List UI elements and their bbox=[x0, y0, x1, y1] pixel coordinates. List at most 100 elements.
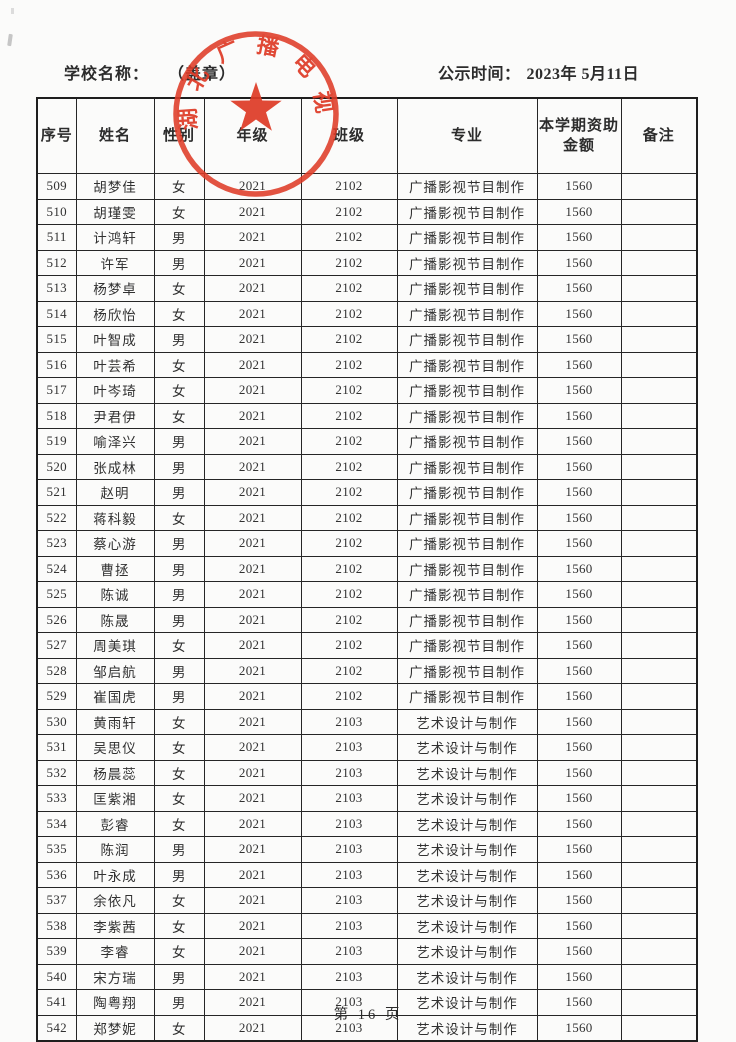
cell-amount: 1560 bbox=[536, 657, 622, 684]
cell-remark bbox=[620, 402, 698, 429]
cell-remark bbox=[620, 581, 698, 608]
cell-remark bbox=[620, 300, 698, 327]
cell-class: 2102 bbox=[300, 504, 398, 531]
cell-gender: 女 bbox=[153, 938, 205, 965]
cell-class: 2102 bbox=[300, 657, 398, 684]
cell-remark bbox=[620, 377, 698, 404]
cell-name: 叶永成 bbox=[75, 861, 155, 888]
cell-major: 广播影视节目制作 bbox=[396, 402, 538, 429]
cell-major: 艺术设计与制作 bbox=[396, 734, 538, 761]
table-row: 526 陈晟 男 2021 2102 广播影视节目制作 1560 bbox=[36, 606, 698, 633]
cell-name: 叶芸希 bbox=[75, 351, 155, 378]
cell-remark bbox=[620, 453, 698, 480]
cell-serial: 515 bbox=[36, 326, 77, 353]
cell-amount: 1560 bbox=[536, 198, 622, 225]
table-row: 514 杨欣怡 女 2021 2102 广播影视节目制作 1560 bbox=[36, 300, 698, 327]
cell-amount: 1560 bbox=[536, 606, 622, 633]
cell-gender: 男 bbox=[153, 683, 205, 710]
cell-name: 尹君伊 bbox=[75, 402, 155, 429]
cell-remark bbox=[620, 479, 698, 506]
cell-grade: 2021 bbox=[203, 377, 302, 404]
cell-remark bbox=[620, 198, 698, 225]
cell-name: 张成林 bbox=[75, 453, 155, 480]
column-header-gender: 性别 bbox=[153, 97, 205, 174]
cell-serial: 522 bbox=[36, 504, 77, 531]
cell-grade: 2021 bbox=[203, 785, 302, 812]
cell-class: 2103 bbox=[300, 734, 398, 761]
cell-major: 广播影视节目制作 bbox=[396, 530, 538, 557]
cell-serial: 541 bbox=[36, 989, 77, 1016]
stamp-note: （盖章） bbox=[168, 66, 237, 83]
cell-serial: 509 bbox=[36, 173, 77, 200]
cell-name: 胡瑾雯 bbox=[75, 198, 155, 225]
cell-name: 彭睿 bbox=[75, 810, 155, 837]
cell-class: 2103 bbox=[300, 785, 398, 812]
cell-class: 2102 bbox=[300, 402, 398, 429]
cell-major: 广播影视节目制作 bbox=[396, 198, 538, 225]
cell-class: 2103 bbox=[300, 938, 398, 965]
cell-remark bbox=[620, 1014, 698, 1042]
cell-name: 李紫茜 bbox=[75, 912, 155, 939]
cell-class: 2103 bbox=[300, 887, 398, 914]
cell-class: 2103 bbox=[300, 861, 398, 888]
cell-grade: 2021 bbox=[203, 938, 302, 965]
table-row: 511 计鸿轩 男 2021 2102 广播影视节目制作 1560 bbox=[36, 224, 698, 251]
cell-serial: 533 bbox=[36, 785, 77, 812]
cell-remark bbox=[620, 326, 698, 353]
cell-serial: 510 bbox=[36, 198, 77, 225]
cell-gender: 女 bbox=[153, 632, 205, 659]
cell-gender: 女 bbox=[153, 785, 205, 812]
table-row: 513 杨梦卓 女 2021 2102 广播影视节目制作 1560 bbox=[36, 275, 698, 302]
cell-gender: 女 bbox=[153, 402, 205, 429]
cell-major: 广播影视节目制作 bbox=[396, 326, 538, 353]
table-row: 523 蔡心游 男 2021 2102 广播影视节目制作 1560 bbox=[36, 530, 698, 557]
cell-serial: 524 bbox=[36, 555, 77, 582]
publish-date: 2023年 5月11日 bbox=[526, 66, 640, 83]
table-row: 515 叶智成 男 2021 2102 广播影视节目制作 1560 bbox=[36, 326, 698, 353]
cell-serial: 523 bbox=[36, 530, 77, 557]
cell-serial: 538 bbox=[36, 912, 77, 939]
table-row: 539 李睿 女 2021 2103 艺术设计与制作 1560 bbox=[36, 938, 698, 965]
cell-name: 黄雨轩 bbox=[75, 708, 155, 735]
cell-name: 郑梦妮 bbox=[75, 1014, 155, 1042]
cell-amount: 1560 bbox=[536, 249, 622, 276]
cell-grade: 2021 bbox=[203, 708, 302, 735]
cell-gender: 女 bbox=[153, 810, 205, 837]
cell-major: 广播影视节目制作 bbox=[396, 428, 538, 455]
cell-major: 广播影视节目制作 bbox=[396, 249, 538, 276]
cell-gender: 女 bbox=[153, 708, 205, 735]
cell-remark bbox=[620, 887, 698, 914]
cell-class: 2103 bbox=[300, 963, 398, 990]
publish-caption: 公示时间： bbox=[438, 66, 521, 83]
cell-class: 2102 bbox=[300, 555, 398, 582]
cell-remark bbox=[620, 836, 698, 863]
cell-gender: 男 bbox=[153, 963, 205, 990]
table-row: 517 叶岑琦 女 2021 2102 广播影视节目制作 1560 bbox=[36, 377, 698, 404]
cell-remark bbox=[620, 275, 698, 302]
cell-serial: 535 bbox=[36, 836, 77, 863]
cell-gender: 女 bbox=[153, 759, 205, 786]
cell-amount: 1560 bbox=[536, 683, 622, 710]
table-row: 540 宋方瑞 男 2021 2103 艺术设计与制作 1560 bbox=[36, 963, 698, 990]
cell-remark bbox=[620, 683, 698, 710]
cell-remark bbox=[620, 785, 698, 812]
cell-remark bbox=[620, 759, 698, 786]
cell-class: 2102 bbox=[300, 173, 398, 200]
cell-major: 广播影视节目制作 bbox=[396, 657, 538, 684]
cell-grade: 2021 bbox=[203, 734, 302, 761]
cell-name: 胡梦佳 bbox=[75, 173, 155, 200]
cell-name: 许军 bbox=[75, 249, 155, 276]
cell-class: 2102 bbox=[300, 479, 398, 506]
cell-name: 计鸿轩 bbox=[75, 224, 155, 251]
cell-remark bbox=[620, 963, 698, 990]
cell-amount: 1560 bbox=[536, 963, 622, 990]
cell-major: 广播影视节目制作 bbox=[396, 581, 538, 608]
cell-serial: 521 bbox=[36, 479, 77, 506]
cell-gender: 男 bbox=[153, 249, 205, 276]
table-row: 518 尹君伊 女 2021 2102 广播影视节目制作 1560 bbox=[36, 402, 698, 429]
cell-grade: 2021 bbox=[203, 963, 302, 990]
cell-amount: 1560 bbox=[536, 555, 622, 582]
cell-name: 蒋科毅 bbox=[75, 504, 155, 531]
cell-major: 艺术设计与制作 bbox=[396, 1014, 538, 1042]
cell-gender: 男 bbox=[153, 581, 205, 608]
